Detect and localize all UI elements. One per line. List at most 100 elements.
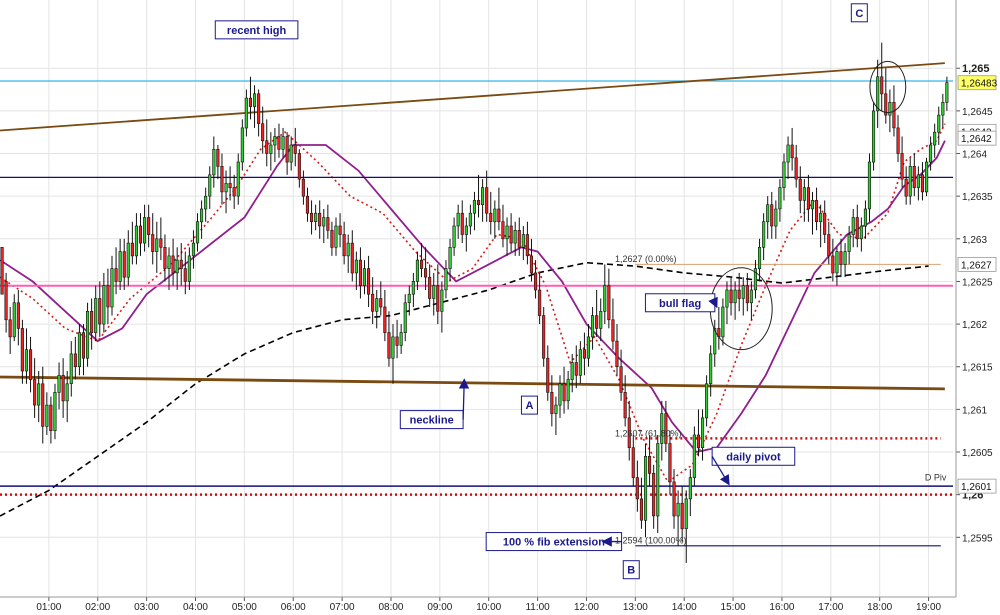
candle-body-down xyxy=(216,149,220,167)
price-badge: 1,2601 xyxy=(957,478,997,494)
fib-level-label: 1,2627 (0.00%) xyxy=(615,254,677,264)
candle-body-up xyxy=(432,285,436,299)
price-badge: 1,2642 xyxy=(957,130,997,146)
upper-trend-line xyxy=(0,62,945,132)
candle-body-down xyxy=(635,477,639,500)
candle-body-down xyxy=(28,349,33,380)
candle-body-down xyxy=(301,178,305,197)
candle-body-down xyxy=(476,200,481,205)
x-tick-label: 19:00 xyxy=(916,602,941,613)
candle-body-up xyxy=(819,212,823,222)
candle-body-up xyxy=(281,136,285,150)
candle-body-up xyxy=(916,174,920,188)
candle-body-down xyxy=(595,315,599,329)
candle-body-down xyxy=(607,285,611,321)
candle-body-down xyxy=(737,289,741,299)
candle-body-up xyxy=(688,477,692,500)
candle-body-down xyxy=(770,204,774,227)
candle-body-down xyxy=(790,144,794,159)
candle-body-up xyxy=(24,349,29,372)
neckline-trend-line xyxy=(0,375,945,391)
point-label-box xyxy=(520,395,538,415)
candle-body-down xyxy=(16,302,20,329)
candle-body-up xyxy=(314,212,318,222)
candle-body-down xyxy=(81,332,85,359)
candle-body-down xyxy=(794,157,798,180)
candle-body-down xyxy=(517,230,521,248)
annotation-layer: recent high neckline bull flag daily pivot 1… xyxy=(214,3,947,580)
candle-body-up xyxy=(37,383,41,406)
candle-body-down xyxy=(228,183,232,188)
candle-body-up xyxy=(586,336,591,359)
candle-body-up xyxy=(253,93,257,107)
candle-body-down xyxy=(232,187,236,197)
candle-body-down xyxy=(49,404,53,432)
candle-body-up xyxy=(375,298,379,312)
price-badge-text: 1,2627 xyxy=(961,260,992,271)
candle-body-down xyxy=(542,315,546,359)
candle-body-up xyxy=(224,183,228,193)
candle-body-down xyxy=(574,362,578,376)
x-tick-label: 17:00 xyxy=(818,602,843,613)
annotation-neckline: neckline xyxy=(399,410,464,430)
price-badge-text: 1,26483 xyxy=(961,79,998,90)
candle-body-down xyxy=(509,225,513,244)
candle-body-down xyxy=(383,306,387,333)
candle-body-up xyxy=(749,289,753,304)
candle-body-down xyxy=(8,319,12,338)
price-badge-text: 1,2601 xyxy=(961,482,992,493)
candle-body-up xyxy=(77,332,81,368)
candle-body-down xyxy=(90,310,94,333)
candle-body-down xyxy=(627,417,631,448)
candle-body-down xyxy=(920,174,925,193)
candle-body-up xyxy=(945,82,949,103)
fib-level-label: 1,2607 (61.80%) xyxy=(615,429,682,439)
candle-body-down xyxy=(387,332,391,359)
candle-body-up xyxy=(782,161,786,188)
candle-body-up xyxy=(167,255,171,269)
candle-body-up xyxy=(513,230,517,244)
candle-body-up xyxy=(187,255,191,282)
x-tick-label: 03:00 xyxy=(134,602,159,613)
candle-body-down xyxy=(428,276,432,299)
candle-body-down xyxy=(533,272,538,291)
candle-body-down xyxy=(293,144,297,154)
candle-body-down xyxy=(220,166,224,193)
candle-body-down xyxy=(297,153,301,180)
candle-body-up xyxy=(110,268,114,308)
candle-body-down xyxy=(436,285,440,312)
series-line-ma-slow xyxy=(0,140,946,453)
x-tick-label: 12:00 xyxy=(574,602,599,613)
candle-body-down xyxy=(122,251,126,278)
candle-body-down xyxy=(912,166,916,188)
candle-body-down xyxy=(33,379,37,406)
candle-body-up xyxy=(362,268,367,287)
candle-body-up xyxy=(851,217,855,235)
candle-body-up xyxy=(859,225,863,240)
candle-body-up xyxy=(456,212,460,227)
candle-body-up xyxy=(480,187,485,206)
candle-body-up xyxy=(86,310,90,359)
candle-body-down xyxy=(619,366,623,393)
y-tick-label: 1,265 xyxy=(962,63,990,75)
candle-body-up xyxy=(684,498,688,529)
candle-body-down xyxy=(285,136,289,163)
x-tick-label: 05:00 xyxy=(232,602,257,613)
horizontal-line-layer xyxy=(0,62,953,547)
candle-body-up xyxy=(322,217,326,227)
candle-body-up xyxy=(69,353,73,384)
candle-body-up xyxy=(741,285,745,299)
candle-body-up xyxy=(346,242,350,257)
y-tick-label: 1,263 xyxy=(962,235,987,246)
candle-body-up xyxy=(643,455,648,521)
annotation-arrow xyxy=(708,296,718,309)
candle-body-up xyxy=(204,195,208,210)
candle-body-up xyxy=(847,234,851,252)
candle-body-up xyxy=(143,217,147,244)
candle-body-up xyxy=(876,76,880,112)
candle-body-up xyxy=(570,362,574,380)
point-label-text: C xyxy=(855,8,863,20)
candle-body-down xyxy=(529,255,534,274)
candle-body-down xyxy=(745,285,749,304)
